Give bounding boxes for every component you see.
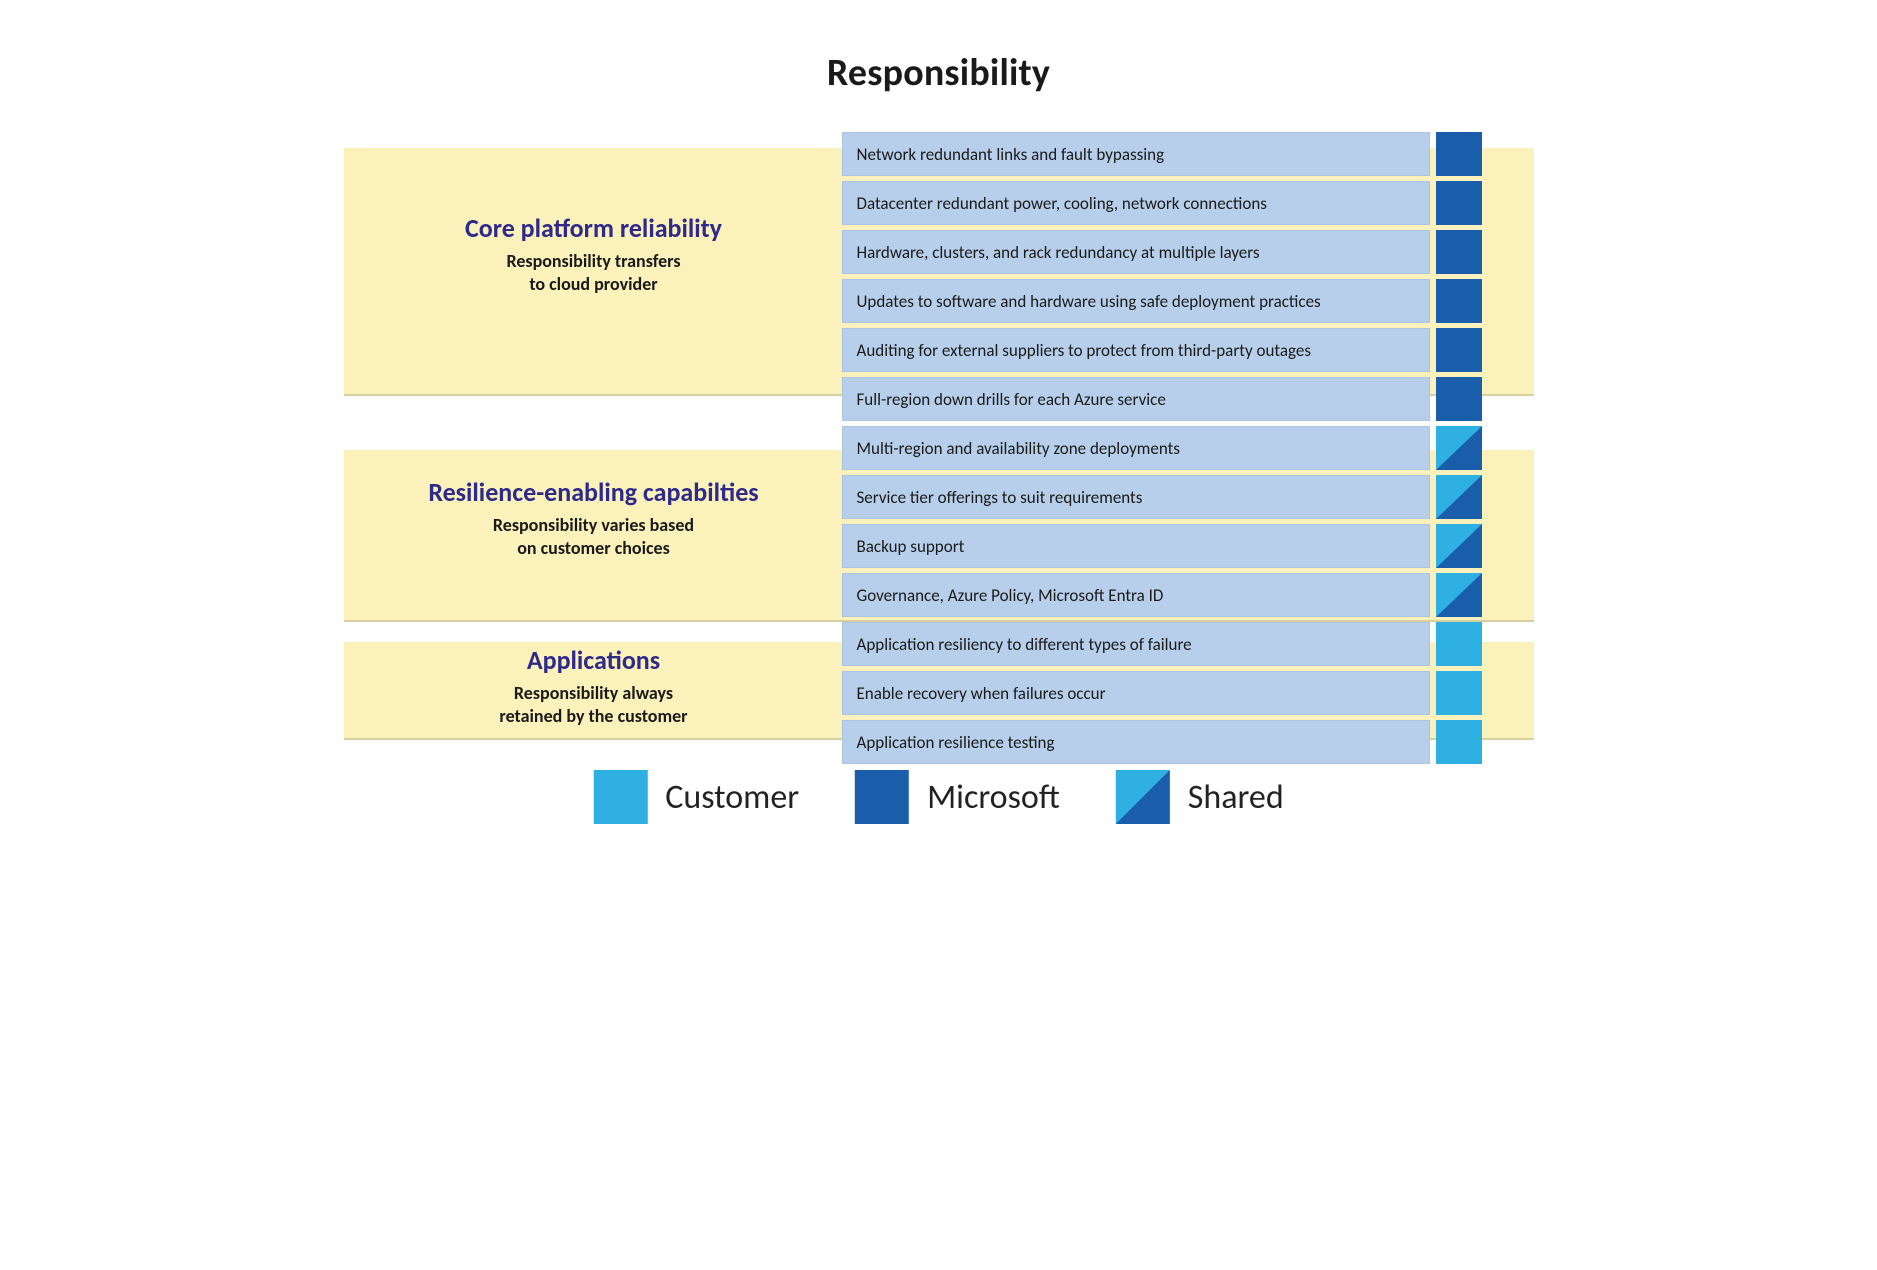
shared-swatch-icon	[1436, 426, 1482, 470]
microsoft-swatch-icon	[1436, 132, 1482, 176]
responsibility-label: Datacenter redundant power, cooling, net…	[842, 181, 1430, 225]
responsibility-label: Auditing for external suppliers to prote…	[842, 328, 1430, 372]
shared-swatch-icon	[1436, 475, 1482, 519]
microsoft-swatch-icon	[1436, 279, 1482, 323]
diagram-body: Core platform reliability Responsibility …	[344, 132, 1534, 772]
responsibility-row: Application resilience testing	[842, 720, 1482, 764]
responsibility-label: Multi-region and availability zone deplo…	[842, 426, 1430, 470]
items-column: Network redundant links and fault bypass…	[842, 132, 1482, 769]
responsibility-label: Network redundant links and fault bypass…	[842, 132, 1430, 176]
responsibility-row: Hardware, clusters, and rack redundancy …	[842, 230, 1482, 274]
responsibility-label: Application resiliency to different type…	[842, 622, 1430, 666]
category-heading: Core platform reliability	[344, 212, 844, 244]
shared-swatch-icon	[1436, 524, 1482, 568]
responsibility-label: Governance, Azure Policy, Microsoft Entr…	[842, 573, 1430, 617]
customer-swatch-icon	[1436, 720, 1482, 764]
responsibility-label: Service tier offerings to suit requireme…	[842, 475, 1430, 519]
category-label-resilience: Resilience-enabling capabilties Responsib…	[344, 476, 844, 561]
category-heading: Applications	[344, 644, 844, 676]
responsibility-row: Updates to software and hardware using s…	[842, 279, 1482, 323]
customer-legend-swatch-icon	[593, 770, 647, 824]
responsibility-label: Enable recovery when failures occur	[842, 671, 1430, 715]
microsoft-swatch-icon	[1436, 377, 1482, 421]
category-label-apps: Applications Responsibility alwaysretaine…	[344, 644, 844, 729]
legend-label: Microsoft	[927, 777, 1060, 818]
customer-swatch-icon	[1436, 622, 1482, 666]
microsoft-legend-swatch-icon	[855, 770, 909, 824]
responsibility-row: Multi-region and availability zone deplo…	[842, 426, 1482, 470]
legend: Customer Microsoft Shared	[593, 770, 1283, 824]
category-label-core: Core platform reliability Responsibility …	[344, 212, 844, 297]
legend-item-shared: Shared	[1116, 770, 1284, 824]
category-subtext: Responsibility transfersto cloud provide…	[344, 250, 844, 297]
responsibility-label: Application resilience testing	[842, 720, 1430, 764]
responsibility-row: Network redundant links and fault bypass…	[842, 132, 1482, 176]
legend-label: Customer	[665, 777, 799, 818]
responsibility-row: Datacenter redundant power, cooling, net…	[842, 181, 1482, 225]
page-title: Responsibility	[344, 50, 1534, 96]
customer-swatch-icon	[1436, 671, 1482, 715]
responsibility-row: Backup support	[842, 524, 1482, 568]
legend-item-customer: Customer	[593, 770, 799, 824]
category-subtext: Responsibility alwaysretained by the cus…	[344, 682, 844, 729]
responsibility-row: Application resiliency to different type…	[842, 622, 1482, 666]
responsibility-row: Full-region down drills for each Azure s…	[842, 377, 1482, 421]
responsibility-row: Governance, Azure Policy, Microsoft Entr…	[842, 573, 1482, 617]
shared-legend-swatch-icon	[1116, 770, 1170, 824]
legend-label: Shared	[1188, 777, 1284, 818]
shared-swatch-icon	[1436, 573, 1482, 617]
legend-item-microsoft: Microsoft	[855, 770, 1060, 824]
responsibility-row: Enable recovery when failures occur	[842, 671, 1482, 715]
responsibility-label: Backup support	[842, 524, 1430, 568]
responsibility-label: Updates to software and hardware using s…	[842, 279, 1430, 323]
responsibility-label: Hardware, clusters, and rack redundancy …	[842, 230, 1430, 274]
diagram-canvas: Responsibility Core platform reliability…	[344, 50, 1534, 772]
responsibility-label: Full-region down drills for each Azure s…	[842, 377, 1430, 421]
microsoft-swatch-icon	[1436, 328, 1482, 372]
category-heading: Resilience-enabling capabilties	[344, 476, 844, 508]
microsoft-swatch-icon	[1436, 230, 1482, 274]
responsibility-row: Auditing for external suppliers to prote…	[842, 328, 1482, 372]
microsoft-swatch-icon	[1436, 181, 1482, 225]
category-subtext: Responsibility varies basedon customer c…	[344, 514, 844, 561]
responsibility-row: Service tier offerings to suit requireme…	[842, 475, 1482, 519]
